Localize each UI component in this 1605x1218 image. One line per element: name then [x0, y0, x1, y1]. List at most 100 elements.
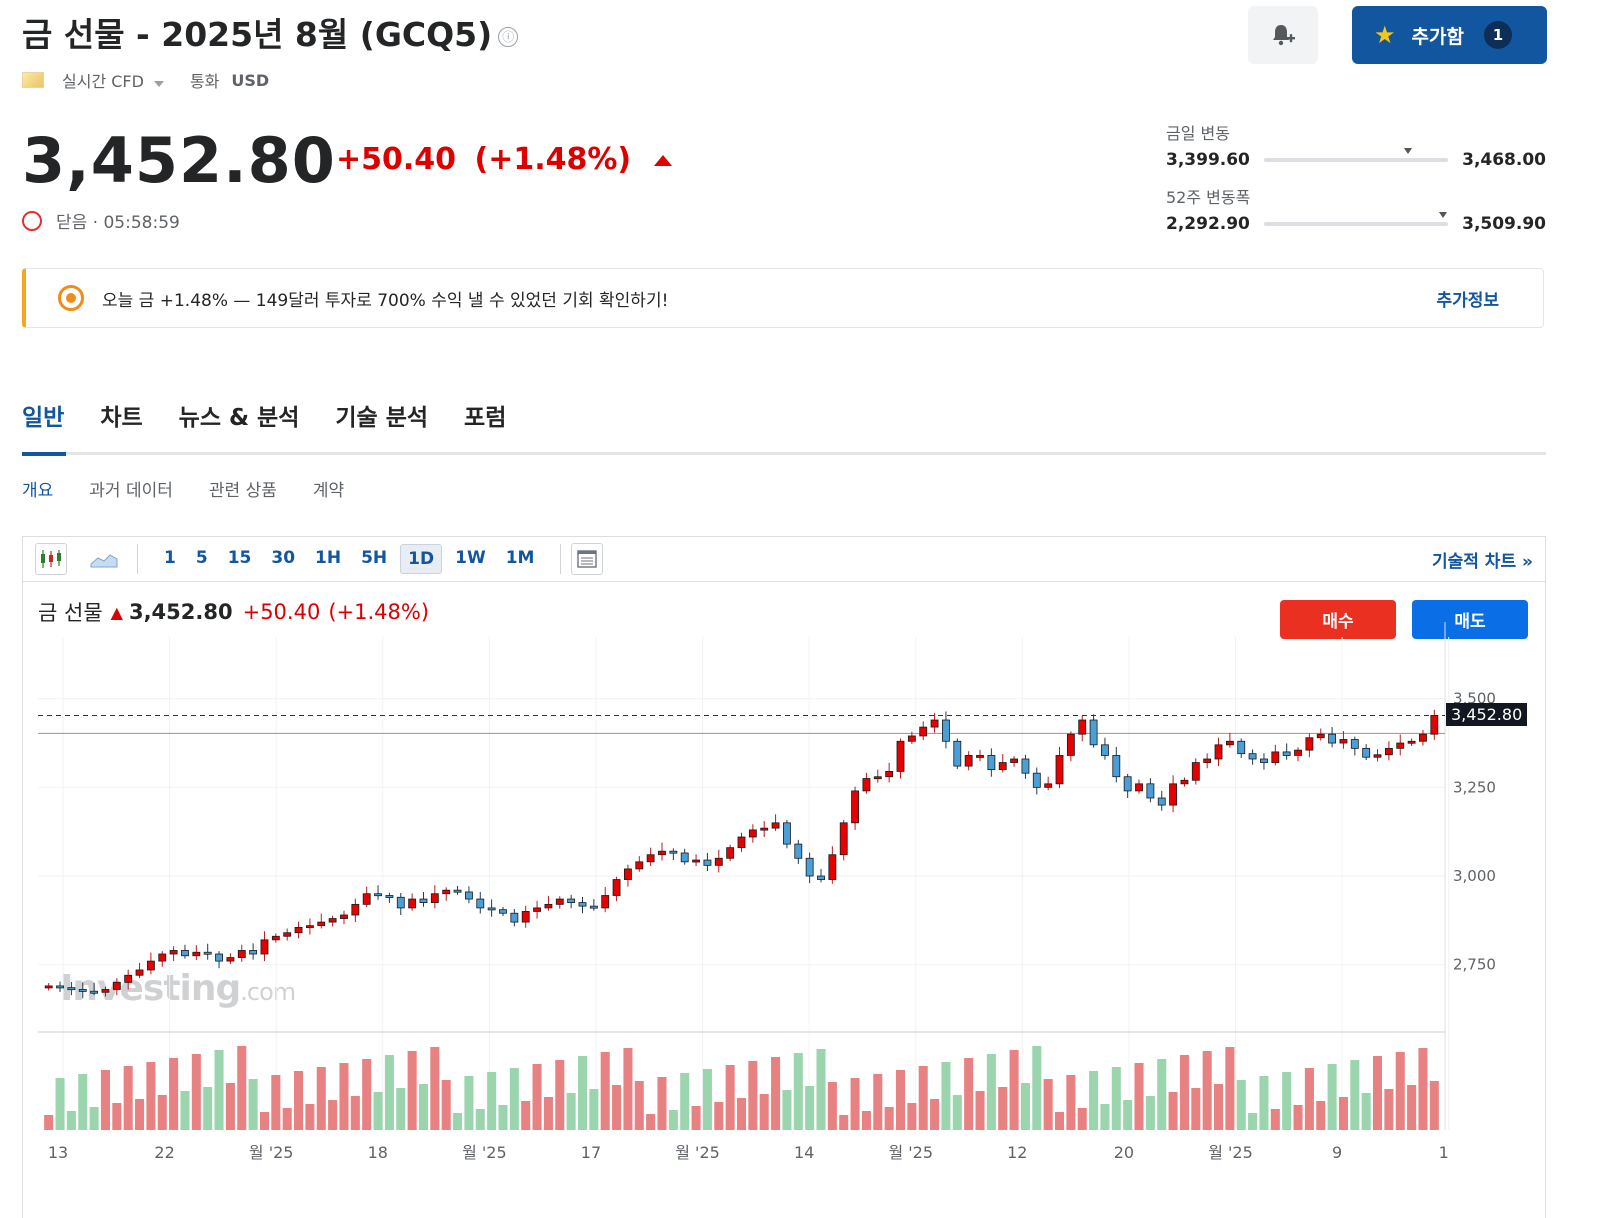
interval-30[interactable]: 30: [271, 548, 296, 568]
subtab-related[interactable]: 관련 상품: [208, 481, 277, 501]
volume-bar: [282, 1108, 292, 1130]
volume-bar: [259, 1112, 269, 1130]
candle-body: [805, 857, 814, 877]
volume-bar: [623, 1048, 633, 1130]
candle-body: [953, 740, 962, 767]
volume-bar: [612, 1085, 622, 1130]
realtime-label: 실시간 CFD: [62, 72, 144, 91]
candle-body: [1191, 762, 1200, 781]
volume-bar: [998, 1087, 1008, 1130]
price-change: +50.40 (+1.48%): [336, 142, 672, 177]
area-type-button[interactable]: [87, 544, 121, 574]
candle-body: [1089, 719, 1098, 746]
week52-range-label: 52주 변동폭: [1166, 188, 1251, 207]
volume-bar: [589, 1089, 599, 1130]
candle-body: [419, 898, 428, 903]
interval-1m[interactable]: 1M: [505, 548, 535, 568]
price-alert-button[interactable]: [1248, 6, 1318, 64]
candle-body: [839, 822, 848, 856]
tab-news[interactable]: 뉴스 & 분석: [178, 405, 300, 431]
candle-body: [351, 903, 360, 916]
caret-down-icon: [153, 81, 164, 87]
volume-bar: [668, 1110, 678, 1130]
candle-body: [658, 850, 666, 856]
volume-bar: [1077, 1108, 1087, 1130]
volume-bar: [1282, 1072, 1292, 1130]
candle-body: [192, 951, 201, 957]
volume-bar: [1259, 1076, 1269, 1130]
volume-bar: [1316, 1101, 1326, 1130]
candle-body: [226, 957, 235, 962]
volume-bar: [373, 1092, 383, 1130]
instrument-title: 금 선물 - 2025년 8월 (GCQ5): [22, 15, 493, 54]
y-tick-label: 3,500: [1453, 690, 1496, 708]
tab-technical[interactable]: 기술 분석: [335, 405, 429, 431]
change-percent: (+1.48%): [474, 142, 632, 177]
candle-body: [1101, 744, 1109, 756]
tab-chart[interactable]: 차트: [100, 405, 143, 431]
toolbar-divider-2: [560, 544, 562, 574]
interval-15[interactable]: 15: [227, 548, 252, 568]
candle-body: [271, 935, 280, 941]
interval-1d[interactable]: 1D: [400, 544, 443, 574]
candle-body: [1294, 749, 1302, 756]
volume-bar: [1395, 1052, 1405, 1130]
interval-5[interactable]: 5: [195, 548, 208, 568]
day-high: 3,468.00: [1462, 150, 1546, 170]
info-icon[interactable]: ⓘ: [498, 26, 519, 47]
candle-body: [294, 927, 303, 934]
watchlist-button[interactable]: ★ 추가함 1: [1352, 6, 1547, 64]
promo-banner[interactable]: 오늘 금 +1.48% — 149달러 투자로 700% 수익 낼 수 있었던 …: [22, 268, 1544, 328]
candle-body: [1010, 758, 1019, 763]
candlestick-type-button[interactable]: [35, 543, 67, 575]
sell-button[interactable]: 매도: [1412, 600, 1528, 639]
volume-bar: [759, 1094, 769, 1130]
volume-bar: [1020, 1083, 1030, 1130]
volume-bar: [986, 1054, 996, 1130]
candle-body: [1214, 744, 1223, 760]
promo-more-link[interactable]: 추가정보: [1436, 290, 1499, 311]
candle-body: [1135, 783, 1143, 792]
volume-bar: [702, 1069, 712, 1130]
candle-body: [408, 898, 417, 909]
volume-bar: [1111, 1067, 1121, 1130]
subtab-historical[interactable]: 과거 데이터: [89, 481, 173, 501]
volume-bar: [1145, 1096, 1155, 1130]
candle-body: [1339, 739, 1348, 744]
day-range-bar: [1263, 148, 1449, 162]
interval-1[interactable]: 1: [164, 548, 176, 568]
volume-bar: [1054, 1112, 1065, 1130]
candle-body: [510, 912, 519, 923]
price-chart[interactable]: 3,500 3,250 3,000 2,750 13 22 월 '25 18 월 '25 17 월 …: [23, 582, 1545, 1218]
volume-bar: [305, 1104, 315, 1130]
interval-1w[interactable]: 1W: [455, 548, 486, 568]
chart-legend: 금 선물 ▲ 3,452.80 +50.40 (+1.48%): [38, 597, 429, 627]
tab-overview[interactable]: 일반: [22, 405, 65, 431]
interval-5h[interactable]: 5H: [361, 548, 388, 568]
subtab-contracts[interactable]: 계약: [312, 481, 345, 501]
technical-chart-link[interactable]: 기술적 차트 »: [1431, 551, 1533, 572]
legend-up-arrow-icon: ▲: [110, 602, 123, 622]
x-tick-label: 22: [154, 1143, 174, 1162]
volume-bar: [771, 1057, 781, 1130]
candle-body: [158, 953, 167, 962]
buy-button[interactable]: 매수: [1280, 600, 1396, 639]
volume-bar: [1270, 1109, 1280, 1130]
interval-1h[interactable]: 1H: [315, 548, 342, 568]
legend-name: 금 선물: [38, 601, 103, 625]
candle-body: [1146, 783, 1155, 799]
realtime-dropdown[interactable]: 실시간 CFD: [62, 68, 190, 92]
candle-body: [135, 969, 144, 976]
current-price-tag: 3,452.80: [1446, 703, 1528, 727]
watchlist-label: 추가함: [1411, 25, 1464, 48]
candle-body: [771, 822, 780, 829]
candle-body: [873, 776, 882, 780]
candle-body: [101, 989, 110, 993]
candle-body: [737, 836, 746, 849]
candle-body: [521, 911, 530, 923]
volume-bar: [895, 1070, 906, 1130]
subtab-summary[interactable]: 개요: [22, 481, 54, 501]
indicators-button[interactable]: [571, 543, 604, 575]
tab-forum[interactable]: 포럼: [464, 405, 507, 431]
candle-body: [385, 895, 394, 898]
